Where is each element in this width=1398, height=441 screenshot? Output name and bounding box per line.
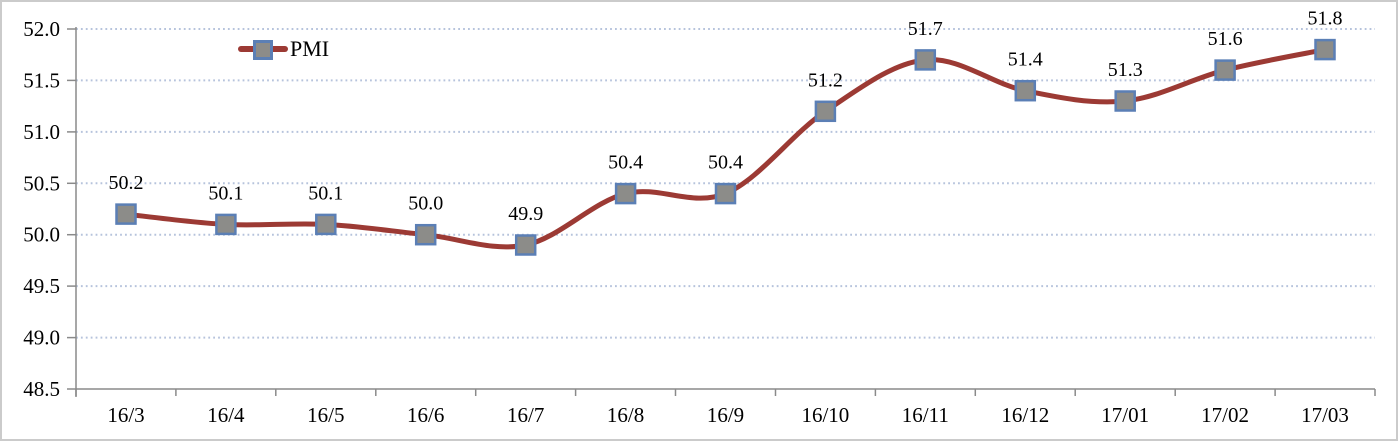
legend: PMI: [238, 36, 329, 62]
data-point-marker: [614, 182, 637, 205]
data-point-marker: [1314, 38, 1336, 61]
data-point-label: 49.9: [508, 203, 543, 225]
y-axis-tick-label: 48.5: [23, 377, 60, 401]
x-axis-tick-label: 16/9: [707, 403, 744, 427]
legend-marker-icon: [253, 40, 273, 60]
y-axis-tick-label: 51.5: [23, 68, 60, 92]
x-axis-tick-label: 17/01: [1101, 403, 1149, 427]
data-point-marker: [315, 213, 337, 236]
y-axis-tick-label: 52.0: [23, 17, 60, 41]
x-axis-tick-label: 16/12: [1001, 403, 1049, 427]
y-axis-tick-label: 50.0: [23, 223, 60, 247]
x-axis-tick-label: 16/4: [207, 403, 245, 427]
x-axis-tick-label: 16/10: [801, 403, 849, 427]
data-point-marker: [115, 203, 137, 225]
data-point-marker: [914, 49, 937, 71]
y-axis-tick-label: 50.5: [23, 171, 60, 195]
x-axis-tick-label: 17/02: [1201, 403, 1249, 427]
data-point-marker: [1214, 59, 1236, 81]
x-axis-tick-label: 16/11: [902, 403, 949, 427]
data-point-marker: [414, 223, 437, 246]
data-point-label: 50.0: [408, 193, 443, 215]
data-point-marker: [215, 213, 237, 236]
data-point-marker: [514, 234, 537, 256]
data-point-label: 51.7: [908, 18, 943, 40]
y-axis-tick-label: 51.0: [23, 120, 60, 144]
data-point-marker: [1014, 79, 1037, 102]
data-point-label: 51.2: [808, 69, 843, 91]
data-point-label: 50.1: [308, 182, 343, 204]
data-point-label: 50.4: [608, 152, 643, 174]
legend-swatch: [238, 38, 288, 60]
data-point-marker: [714, 182, 737, 205]
x-axis-tick-label: 16/8: [607, 403, 644, 427]
x-axis-tick-label: 16/5: [307, 403, 344, 427]
data-point-label: 51.3: [1108, 59, 1143, 81]
data-point-label: 51.6: [1208, 28, 1243, 50]
x-axis-tick-label: 16/6: [407, 403, 444, 427]
data-point-marker: [814, 100, 837, 123]
data-point-label: 51.4: [1008, 49, 1043, 71]
x-axis-tick-label: 17/03: [1301, 403, 1349, 427]
data-point-marker: [1114, 90, 1136, 112]
x-axis-tick-label: 16/7: [507, 403, 544, 427]
x-axis-tick-label: 16/3: [107, 403, 144, 427]
data-point-label: 50.1: [208, 182, 243, 204]
y-axis-tick-label: 49.0: [23, 326, 60, 350]
data-point-label: 50.4: [708, 152, 743, 174]
pmi-series-line: [123, 47, 1328, 250]
y-axis-tick-label: 49.5: [23, 274, 60, 298]
legend-label: PMI: [290, 36, 330, 61]
data-point-label: 50.2: [109, 172, 144, 194]
data-point-label: 51.8: [1308, 8, 1343, 30]
